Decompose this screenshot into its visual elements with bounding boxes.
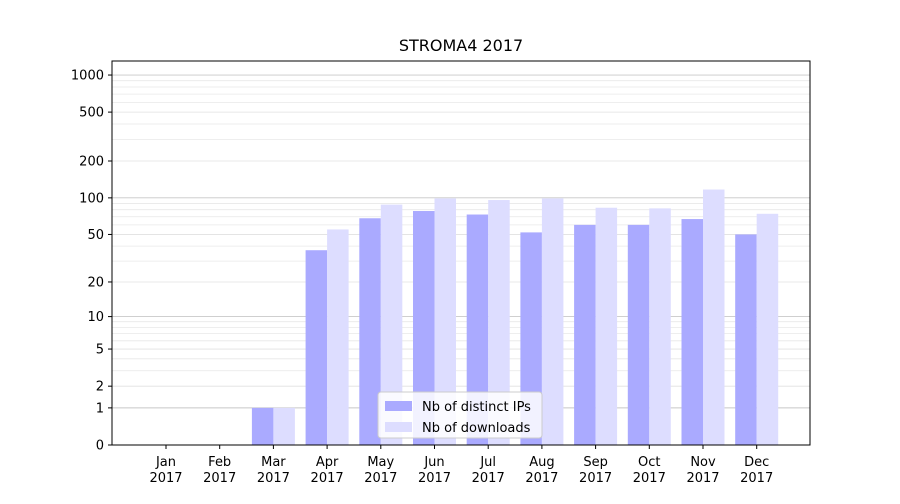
x-tick-label-year: 2017 [740, 471, 773, 486]
x-tick-label-month: Jul [479, 455, 496, 470]
y-tick-label: 0 [96, 439, 104, 454]
x-tick-label: Nov 2017 [686, 455, 719, 486]
x-tick-label-year: 2017 [633, 471, 666, 486]
x-tick-label-year: 2017 [149, 471, 182, 486]
x-tick-label-month: Oct [638, 455, 660, 470]
x-tick-label: Dec 2017 [740, 455, 773, 486]
x-tick-label-month: Jan [155, 455, 176, 470]
x-tick-label-year: 2017 [257, 471, 290, 486]
x-tick-label-month: Sep [583, 455, 608, 470]
x-tick-label-month: Apr [316, 455, 339, 470]
y-tick-label: 1000 [71, 69, 104, 84]
bar-distinct-ips [359, 218, 381, 445]
bar-distinct-ips [574, 224, 596, 445]
x-tick-label-month: Dec [744, 455, 769, 470]
x-tick-label-year: 2017 [686, 471, 719, 486]
bars [251, 189, 779, 445]
bar-downloads [703, 189, 725, 445]
x-tick-label: Apr 2017 [311, 455, 344, 486]
x-tick-label-month: Mar [261, 455, 286, 470]
bar-distinct-ips [681, 219, 703, 445]
x-tick-label-month: Feb [208, 455, 231, 470]
legend-swatch [385, 401, 412, 411]
y-tick-label: 100 [79, 191, 104, 206]
bar-downloads [434, 198, 456, 445]
x-tick-label-year: 2017 [311, 471, 344, 486]
legend-swatch [385, 422, 412, 432]
y-tick-label: 500 [79, 106, 104, 121]
bar-distinct-ips [305, 250, 328, 445]
x-tick-label-year: 2017 [579, 471, 612, 486]
x-tick-label: Jan 2017 [149, 455, 182, 486]
x-tick-label: Mar 2017 [257, 455, 290, 486]
y-tick-label: 5 [96, 343, 104, 358]
bar-downloads [595, 207, 618, 445]
legend: Nb of distinct IPs Nb of downloads [377, 391, 543, 439]
x-tick-label-year: 2017 [364, 471, 397, 486]
x-tick-label-year: 2017 [472, 471, 505, 486]
legend-box [377, 391, 543, 439]
bar-downloads [541, 198, 564, 445]
bar-distinct-ips [251, 407, 274, 445]
y-tick-label: 1 [96, 401, 104, 416]
x-tick-label-year: 2017 [525, 471, 558, 486]
bar-downloads [756, 213, 779, 445]
bar-downloads [649, 208, 671, 445]
x-tick-label-month: May [367, 455, 394, 470]
y-tick-label: 10 [87, 310, 104, 325]
x-tick-label-year: 2017 [418, 471, 451, 486]
bar-distinct-ips [466, 214, 489, 445]
x-tick-label: Feb 2017 [203, 455, 236, 486]
chart-title: STROMA4 2017 [399, 36, 523, 55]
x-tick-label: Sep 2017 [579, 455, 612, 486]
x-tick-label: Oct 2017 [633, 455, 666, 486]
legend-label: Nb of distinct IPs [422, 400, 531, 415]
bar-distinct-ips [627, 224, 650, 445]
bar-distinct-ips [735, 234, 757, 445]
x-tick-label: Jun 2017 [418, 455, 451, 486]
y-tick-label: 2 [96, 380, 104, 395]
bar-distinct-ips [413, 211, 435, 445]
x-tick-label-month: Nov [690, 455, 716, 470]
y-tick-label: 20 [87, 275, 104, 290]
legend-label: Nb of downloads [422, 421, 531, 436]
bar-downloads [380, 204, 403, 445]
bar-downloads [327, 229, 349, 445]
y-tick-label: 200 [79, 155, 104, 170]
x-tick-label-month: Jun [423, 455, 444, 470]
bar-downloads [488, 200, 510, 445]
x-tick-label: Aug 2017 [525, 455, 558, 486]
y-tick-label: 50 [87, 228, 104, 243]
plot-frame [111, 60, 811, 446]
x-tick-label: May 2017 [364, 455, 397, 486]
bar-downloads [273, 407, 295, 445]
x-tick-label-month: Aug [529, 455, 554, 470]
x-tick-label: Jul 2017 [472, 455, 505, 486]
x-tick-label-year: 2017 [203, 471, 236, 486]
